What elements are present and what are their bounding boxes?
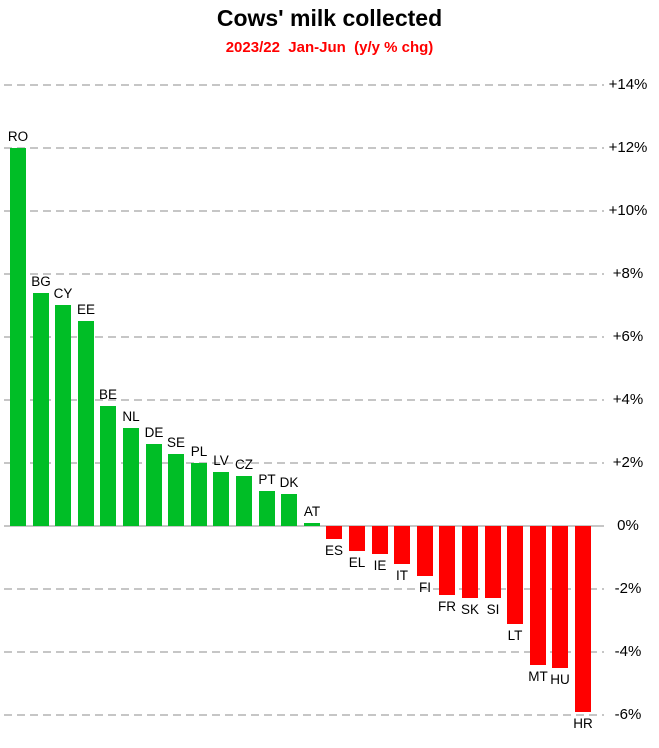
bar-FR xyxy=(439,526,455,595)
y-tick-label-0%: 0% xyxy=(617,517,639,534)
bar-label-PT: PT xyxy=(258,472,276,487)
zero-axis-line xyxy=(4,525,604,527)
bar-HU xyxy=(552,526,568,668)
bar-label-FI: FI xyxy=(419,580,431,595)
gridline--6 xyxy=(4,714,604,716)
bar-EE xyxy=(78,321,94,526)
bar-RO xyxy=(10,148,26,526)
chart-subtitle: 2023/22 Jan-Jun (y/y % chg) xyxy=(225,39,434,56)
bar-CY xyxy=(55,305,71,526)
y-tick-label-+2%: +2% xyxy=(612,454,644,471)
y-tick-label--2%: -2% xyxy=(614,580,642,597)
bar-label-ES: ES xyxy=(324,543,343,558)
bar-NL xyxy=(123,428,139,526)
y-tick-label-+10%: +10% xyxy=(608,202,648,219)
bar-label-LT: LT xyxy=(507,628,523,643)
bar-label-DE: DE xyxy=(144,425,164,440)
y-tick-label-+8%: +8% xyxy=(612,265,644,282)
bar-LV xyxy=(213,472,229,526)
bar-label-CY: CY xyxy=(53,286,73,301)
gridline-10 xyxy=(4,210,604,212)
bar-BE xyxy=(100,406,116,526)
bar-label-SE: SE xyxy=(166,435,185,450)
bar-label-RO: RO xyxy=(7,129,29,144)
chart-title: Cows' milk collected xyxy=(216,5,443,31)
bar-label-EL: EL xyxy=(348,555,366,570)
bar-label-NL: NL xyxy=(122,409,140,424)
bar-ES xyxy=(326,526,342,539)
bar-MT xyxy=(530,526,546,665)
bar-DE xyxy=(146,444,162,526)
bar-LT xyxy=(507,526,523,624)
bar-label-EE: EE xyxy=(76,302,95,317)
bar-label-PL: PL xyxy=(190,444,208,459)
y-tick-label--6%: -6% xyxy=(614,706,642,723)
bar-label-BE: BE xyxy=(98,387,117,402)
y-tick-label-+6%: +6% xyxy=(612,328,644,345)
gridline-4 xyxy=(4,399,604,401)
gridline-2 xyxy=(4,462,604,464)
gridline--4 xyxy=(4,651,604,653)
y-tick-label--4%: -4% xyxy=(614,643,642,660)
bar-SI xyxy=(485,526,501,598)
bar-FI xyxy=(417,526,433,576)
bar-label-LV: LV xyxy=(213,453,229,468)
bar-label-FR: FR xyxy=(438,599,456,614)
gridline-14 xyxy=(4,84,604,86)
bar-label-IT: IT xyxy=(396,568,408,583)
bar-label-MT: MT xyxy=(528,669,548,684)
bar-label-HU: HU xyxy=(550,672,570,687)
bar-PL xyxy=(191,463,207,526)
bar-label-DK: DK xyxy=(279,475,299,490)
bar-DK xyxy=(281,494,297,526)
bar-IT xyxy=(394,526,410,564)
bar-EL xyxy=(349,526,365,551)
bar-label-AT: AT xyxy=(303,504,321,519)
bar-label-SK: SK xyxy=(460,602,479,617)
bar-SE xyxy=(168,454,184,526)
bar-IE xyxy=(372,526,388,554)
y-tick-label-+12%: +12% xyxy=(608,139,648,156)
y-tick-label-+4%: +4% xyxy=(612,391,644,408)
bar-label-SI: SI xyxy=(486,602,500,617)
bar-AT xyxy=(304,523,320,526)
bar-SK xyxy=(462,526,478,598)
gridline-6 xyxy=(4,336,604,338)
gridline-12 xyxy=(4,147,604,149)
bar-label-CZ: CZ xyxy=(235,457,253,472)
y-tick-label-+14%: +14% xyxy=(608,76,648,93)
bar-HR xyxy=(575,526,591,712)
gridline--2 xyxy=(4,588,604,590)
gridline-8 xyxy=(4,273,604,275)
bar-label-HR: HR xyxy=(573,716,593,731)
bar-CZ xyxy=(236,476,252,526)
bar-label-IE: IE xyxy=(373,558,387,573)
bar-label-BG: BG xyxy=(31,274,51,289)
bar-PT xyxy=(259,491,275,526)
bar-BG xyxy=(33,293,49,526)
